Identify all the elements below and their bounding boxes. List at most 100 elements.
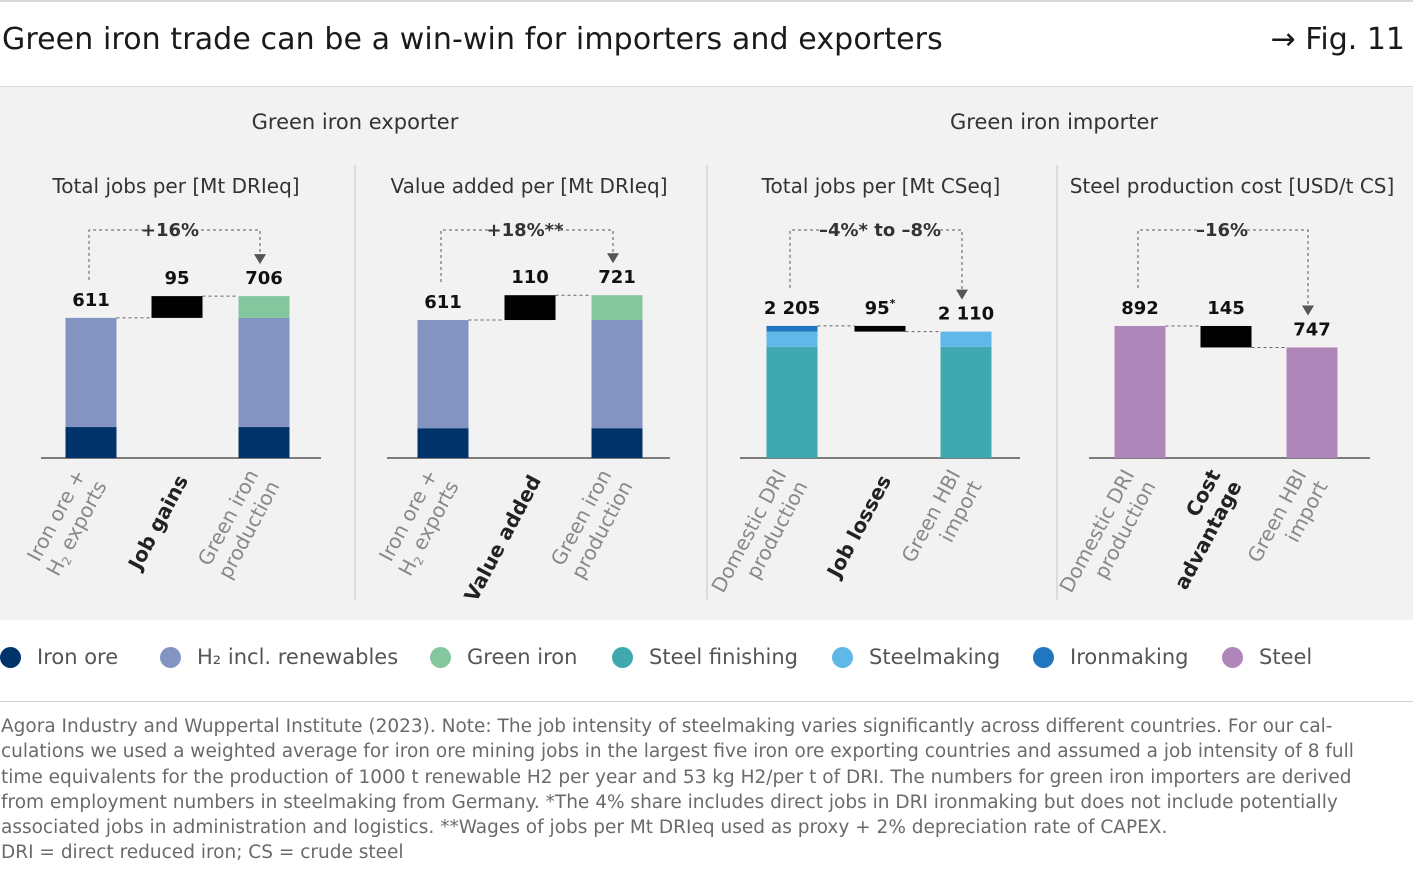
legend-label: Ironmaking bbox=[1070, 645, 1189, 669]
bar-segment bbox=[417, 428, 469, 458]
category-label: Job losses bbox=[821, 471, 896, 583]
footnote-separator bbox=[0, 701, 1413, 702]
change-bracket-left bbox=[88, 229, 145, 280]
legend-swatch bbox=[832, 646, 853, 668]
legend-swatch bbox=[430, 646, 451, 668]
data-label: 95 bbox=[164, 268, 189, 289]
chart-title: Total jobs per [Mt DRIeq] bbox=[51, 174, 299, 198]
page-title: Green iron trade can be a win-win for im… bbox=[2, 22, 943, 57]
category-label-text: Value added bbox=[459, 471, 546, 605]
footnote-line: Agora Industry and Wuppertal Institute (… bbox=[1, 716, 1333, 737]
footnote-line: from employment numbers in steelmaking f… bbox=[1, 791, 1338, 813]
bar-segment bbox=[1286, 347, 1338, 458]
group-title-exporter: Green iron exporter bbox=[251, 110, 459, 134]
delta-bar bbox=[504, 295, 556, 321]
bar-segment bbox=[766, 331, 818, 347]
delta-bar bbox=[1200, 325, 1252, 348]
category-label: Job gains bbox=[122, 471, 193, 575]
bar-segment bbox=[591, 428, 643, 458]
change-arrow-head bbox=[1302, 305, 1314, 316]
change-bracket-right bbox=[1247, 229, 1309, 308]
change-label: +16% bbox=[141, 220, 199, 241]
legend-swatch bbox=[160, 646, 181, 668]
legend-item-steel: Steel bbox=[1222, 645, 1312, 669]
category-label-text: Domestic DRIproduction bbox=[1054, 465, 1160, 607]
legend-item-green-iron: Green iron bbox=[430, 645, 577, 669]
category-label-text: Domestic DRIproduction bbox=[706, 465, 812, 607]
bar-segment bbox=[65, 427, 117, 458]
category-label: Green ironproduction bbox=[192, 465, 285, 582]
bar-segment bbox=[591, 320, 643, 429]
change-bracket-right bbox=[195, 229, 261, 257]
legend-item-h2: H₂ incl. renewables bbox=[160, 645, 398, 669]
legend-item-steel-finishing: Steel finishing bbox=[612, 645, 798, 669]
change-bracket-left bbox=[789, 229, 820, 288]
legend-item-ironmaking: Ironmaking bbox=[1033, 645, 1188, 669]
data-label: 721 bbox=[598, 267, 636, 288]
bar-segment bbox=[940, 331, 992, 347]
legend-label: Steel bbox=[1259, 645, 1313, 669]
category-label: Value added bbox=[459, 471, 546, 605]
change-label: +18%** bbox=[487, 220, 565, 241]
category-label: Iron ore +H2 exports bbox=[372, 465, 465, 581]
data-label: 706 bbox=[245, 268, 283, 289]
data-label: 2 110 bbox=[938, 304, 994, 325]
category-label-text: Green HBIimport bbox=[1242, 465, 1332, 577]
category-label-text: Iron ore +H2 exports bbox=[372, 465, 465, 581]
legend-label: Green iron bbox=[467, 645, 578, 669]
footnote: Agora Industry and Wuppertal Institute (… bbox=[1, 714, 1409, 866]
footnote-line: DRI = direct reduced iron; CS = crude st… bbox=[1, 842, 404, 864]
legend: Iron ore H₂ incl. renewables Green iron … bbox=[0, 645, 1413, 681]
footnote-line: associated jobs in administration and lo… bbox=[1, 817, 1168, 839]
change-label: –4%* to –8% bbox=[819, 220, 941, 241]
category-label: Green HBIimport bbox=[896, 465, 986, 566]
legend-swatch bbox=[0, 646, 21, 668]
delta-bar bbox=[854, 325, 906, 332]
change-bracket-left bbox=[440, 229, 490, 283]
category-label: Domestic DRIproduction bbox=[1054, 465, 1160, 607]
legend-swatch bbox=[612, 646, 633, 668]
bar-segment bbox=[417, 320, 469, 429]
bar-segment bbox=[238, 317, 290, 428]
data-label: 611 bbox=[424, 292, 462, 313]
category-label: Domestic DRIproduction bbox=[706, 465, 812, 607]
change-label: –16% bbox=[1196, 220, 1248, 241]
bar-segment bbox=[238, 427, 290, 458]
data-label: 892 bbox=[1121, 298, 1159, 319]
bar-segment bbox=[940, 346, 992, 458]
data-label: 95* bbox=[865, 297, 896, 319]
data-label: 110 bbox=[511, 267, 549, 288]
change-bracket-right bbox=[940, 229, 963, 292]
legend-swatch bbox=[1222, 646, 1243, 668]
legend-label: Steel finishing bbox=[649, 645, 799, 669]
chart-title: Steel production cost [USD/t CS] bbox=[1070, 174, 1395, 198]
bar-segment bbox=[1114, 325, 1166, 458]
category-label-text: Green ironproduction bbox=[192, 465, 285, 582]
bar-segment bbox=[238, 296, 290, 318]
data-label: 611 bbox=[72, 290, 110, 311]
category-label: Green HBIimport bbox=[1242, 465, 1332, 577]
change-arrow-head bbox=[254, 254, 266, 265]
footnote-line: culations we used a weighted average for… bbox=[1, 741, 1354, 763]
top-rule bbox=[0, 0, 1413, 2]
data-label: 2 205 bbox=[764, 298, 820, 319]
category-label-text: Iron ore +H2 exports bbox=[20, 465, 113, 581]
chart-title: Value added per [Mt DRIeq] bbox=[390, 174, 667, 198]
change-bracket-right bbox=[560, 229, 614, 256]
legend-label: Iron ore bbox=[37, 645, 119, 669]
legend-label: H₂ incl. renewables bbox=[197, 645, 399, 669]
delta-bar bbox=[151, 296, 203, 318]
category-label: Costadvantage bbox=[1148, 465, 1247, 593]
category-label-text: Job losses bbox=[821, 471, 896, 583]
legend-item-steelmaking: Steelmaking bbox=[832, 645, 1000, 669]
category-label-text: Green ironproduction bbox=[545, 465, 638, 582]
change-arrow-head bbox=[956, 289, 968, 300]
bar-segment bbox=[766, 325, 818, 332]
group-title-importer: Green iron importer bbox=[949, 110, 1159, 134]
data-label: 747 bbox=[1293, 319, 1331, 340]
category-label-text: Costadvantage bbox=[1148, 465, 1247, 593]
legend-label: Steelmaking bbox=[869, 645, 1001, 669]
change-bracket-left bbox=[1137, 229, 1197, 288]
category-label: Iron ore +H2 exports bbox=[20, 465, 113, 581]
bar-segment bbox=[591, 295, 643, 321]
